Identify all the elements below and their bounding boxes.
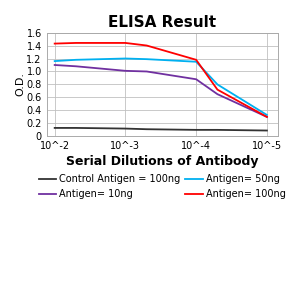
Control Antigen = 100ng [145, 128, 148, 131]
Control Antigen = 100ng [124, 127, 127, 130]
Antigen= 10ng [74, 64, 78, 68]
Antigen= 50ng [145, 57, 148, 61]
Line: Antigen= 10ng: Antigen= 10ng [55, 65, 267, 117]
Control Antigen = 100ng [216, 128, 219, 132]
Line: Control Antigen = 100ng: Control Antigen = 100ng [55, 128, 267, 130]
Antigen= 10ng [124, 69, 127, 73]
Antigen= 10ng [145, 70, 148, 73]
Antigen= 50ng [265, 113, 269, 117]
Antigen= 100ng [74, 41, 78, 45]
Control Antigen = 100ng [53, 126, 56, 130]
Antigen= 100ng [124, 41, 127, 45]
Antigen= 10ng [265, 115, 269, 119]
Antigen= 100ng [145, 44, 148, 47]
Legend: Control Antigen = 100ng, Antigen= 10ng, Antigen= 50ng, Antigen= 100ng: Control Antigen = 100ng, Antigen= 10ng, … [39, 174, 286, 199]
Antigen= 10ng [53, 63, 56, 67]
Antigen= 100ng [194, 58, 198, 61]
Antigen= 50ng [124, 57, 127, 60]
Antigen= 50ng [194, 60, 198, 64]
Antigen= 50ng [53, 59, 56, 63]
Antigen= 100ng [216, 88, 219, 92]
Antigen= 100ng [53, 42, 56, 45]
Antigen= 50ng [216, 83, 219, 86]
Antigen= 10ng [216, 92, 219, 96]
Control Antigen = 100ng [74, 126, 78, 130]
Antigen= 50ng [74, 58, 78, 61]
Antigen= 10ng [194, 77, 198, 81]
Line: Antigen= 100ng: Antigen= 100ng [55, 43, 267, 117]
Title: ELISA Result: ELISA Result [108, 15, 216, 30]
Y-axis label: O.D.: O.D. [15, 73, 25, 97]
X-axis label: Serial Dilutions of Antibody: Serial Dilutions of Antibody [66, 155, 259, 168]
Antigen= 100ng [265, 115, 269, 119]
Control Antigen = 100ng [194, 128, 198, 132]
Control Antigen = 100ng [265, 129, 269, 132]
Line: Antigen= 50ng: Antigen= 50ng [55, 58, 267, 115]
